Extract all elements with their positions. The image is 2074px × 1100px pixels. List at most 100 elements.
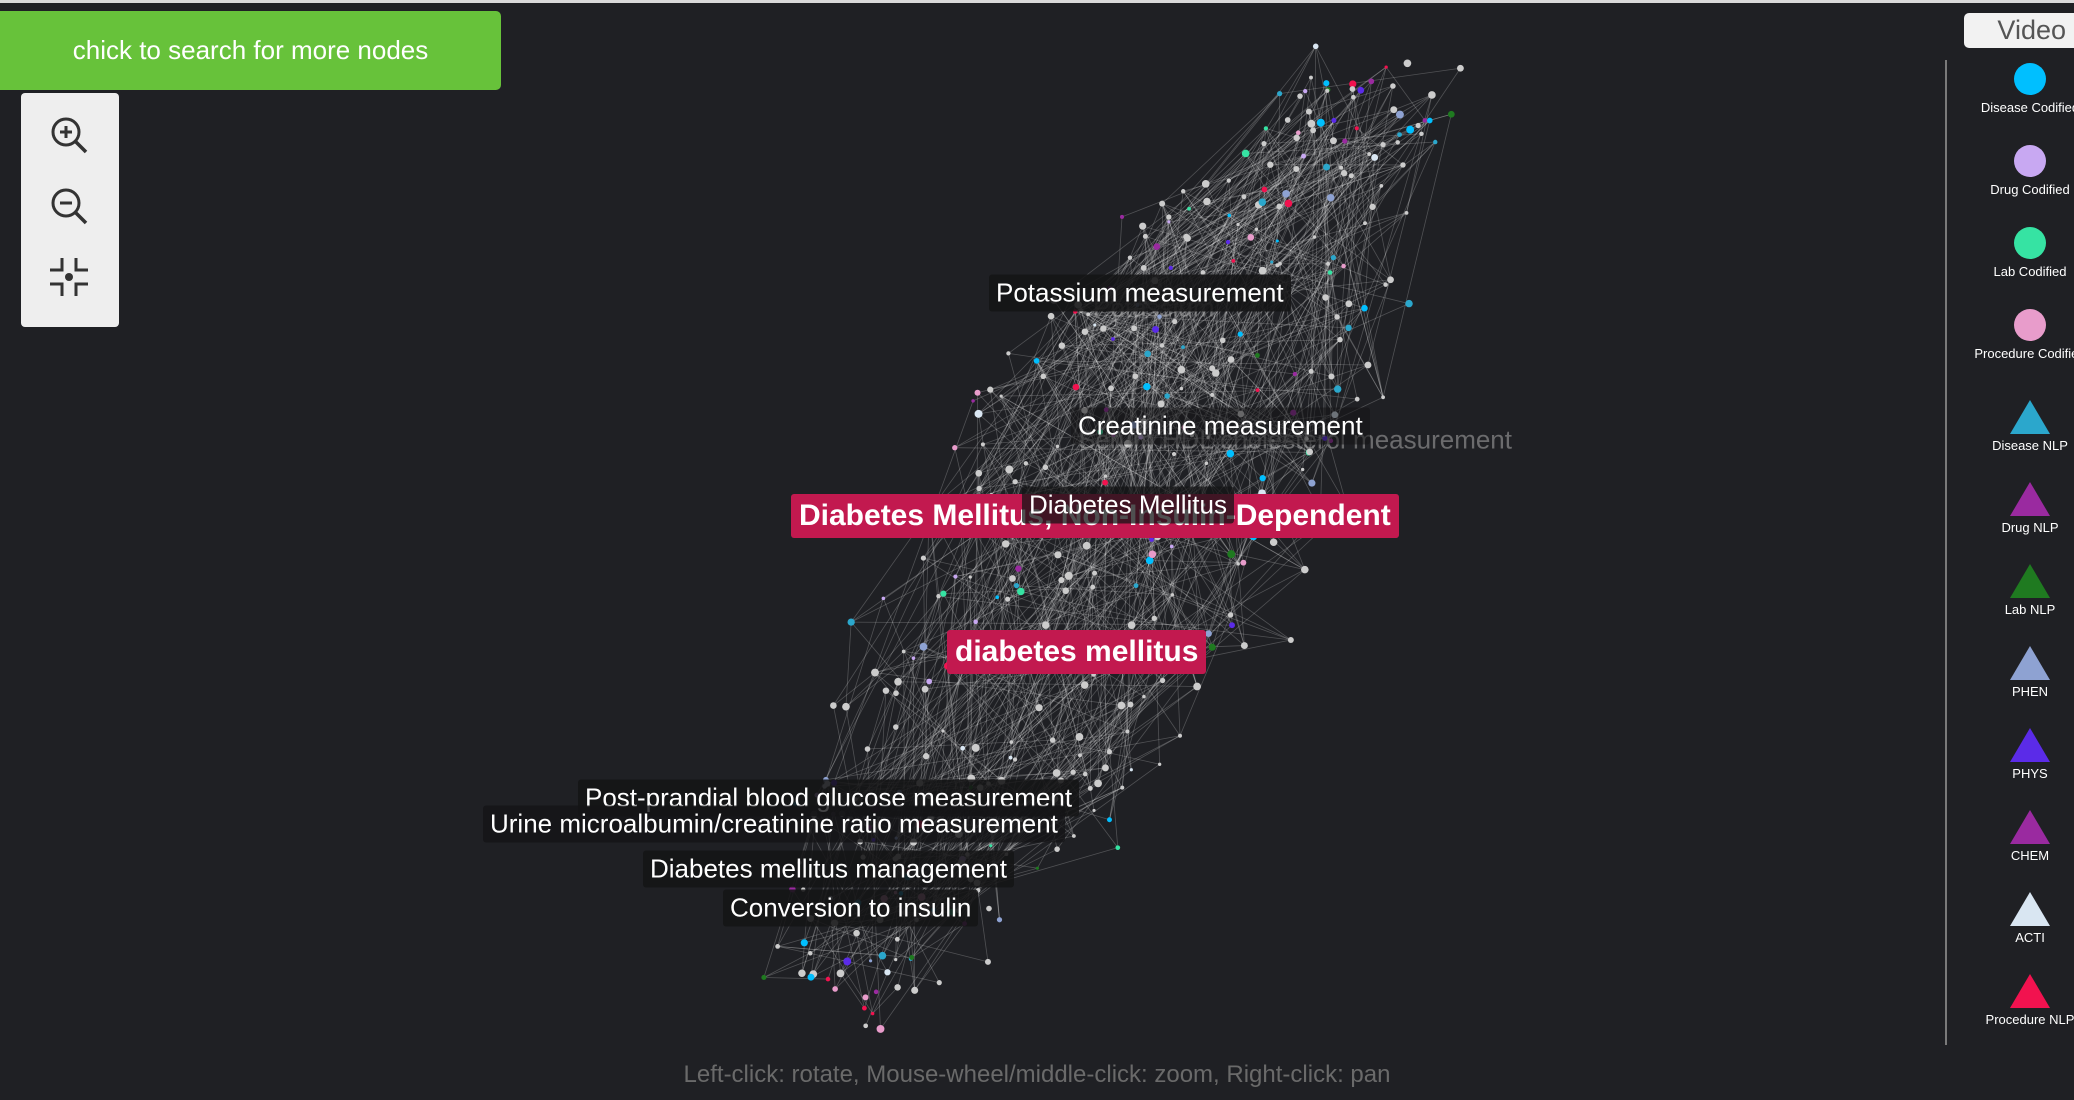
node[interactable]: [1152, 325, 1160, 333]
video-button[interactable]: Video: [1964, 13, 2074, 48]
node[interactable]: [1144, 350, 1151, 358]
node[interactable]: [1419, 131, 1424, 137]
node[interactable]: [1071, 834, 1076, 838]
node[interactable]: [1181, 345, 1185, 350]
node[interactable]: [1406, 125, 1415, 134]
node[interactable]: [1300, 467, 1305, 472]
node[interactable]: [999, 394, 1003, 398]
node[interactable]: [894, 936, 900, 942]
legend-label[interactable]: Drug NLP: [2001, 520, 2059, 535]
node[interactable]: [1342, 138, 1348, 144]
legend-label[interactable]: Lab NLP: [2004, 602, 2056, 617]
node[interactable]: [1255, 352, 1260, 358]
node[interactable]: [1183, 234, 1191, 242]
node[interactable]: [1006, 351, 1011, 356]
node[interactable]: [1210, 392, 1215, 397]
legend-label[interactable]: Drug Codified: [1990, 182, 2070, 197]
node[interactable]: [1292, 371, 1297, 377]
node[interactable]: [973, 619, 978, 625]
node[interactable]: [987, 386, 994, 393]
node[interactable]: [1282, 189, 1290, 198]
node[interactable]: [862, 994, 869, 1001]
node[interactable]: [901, 649, 906, 654]
node[interactable]: [975, 469, 983, 477]
node[interactable]: [1133, 583, 1139, 589]
node[interactable]: [1100, 325, 1107, 332]
node[interactable]: [940, 590, 947, 597]
node[interactable]: [1231, 259, 1236, 263]
node[interactable]: [1081, 328, 1089, 335]
node[interactable]: [920, 555, 927, 561]
node[interactable]: [894, 958, 898, 962]
node[interactable]: [1159, 677, 1166, 684]
node[interactable]: [800, 939, 808, 947]
node[interactable]: [1301, 565, 1309, 574]
node[interactable]: [960, 745, 966, 751]
node[interactable]: [1400, 162, 1406, 168]
node[interactable]: [1297, 93, 1303, 99]
node[interactable]: [1012, 479, 1018, 485]
node[interactable]: [881, 596, 886, 601]
node[interactable]: [876, 1024, 885, 1033]
node[interactable]: [1363, 221, 1368, 226]
legend-label[interactable]: Disease Codified: [1980, 100, 2074, 115]
node[interactable]: [1381, 395, 1385, 400]
node[interactable]: [1287, 637, 1294, 643]
node[interactable]: [1328, 373, 1335, 380]
node[interactable]: [1064, 571, 1073, 580]
search-button[interactable]: chick to search for more nodes: [0, 11, 501, 90]
node[interactable]: [1167, 220, 1171, 224]
node[interactable]: [1193, 682, 1202, 691]
node[interactable]: [1240, 642, 1248, 650]
node[interactable]: [1433, 139, 1438, 145]
node[interactable]: [1339, 165, 1344, 170]
node[interactable]: [1457, 64, 1464, 72]
node[interactable]: [1108, 385, 1114, 392]
node-label[interactable]: Diabetes Mellitus: [1022, 486, 1234, 524]
node[interactable]: [1415, 122, 1421, 129]
node-label[interactable]: Potassium measurement: [989, 274, 1291, 312]
node[interactable]: [1361, 304, 1368, 312]
node[interactable]: [986, 905, 992, 912]
node[interactable]: [1142, 694, 1146, 699]
node[interactable]: [868, 959, 873, 963]
node[interactable]: [808, 951, 813, 956]
node[interactable]: [1157, 400, 1165, 408]
node[interactable]: [1380, 141, 1386, 148]
node[interactable]: [1054, 551, 1062, 559]
node[interactable]: [1170, 593, 1175, 597]
node[interactable]: [894, 677, 902, 686]
node[interactable]: [911, 656, 916, 660]
node[interactable]: [1259, 475, 1266, 482]
node[interactable]: [1055, 444, 1060, 449]
node[interactable]: [1237, 331, 1243, 337]
node[interactable]: [1072, 383, 1080, 391]
node[interactable]: [1390, 106, 1398, 114]
legend-label[interactable]: PHYS: [2012, 766, 2048, 781]
node[interactable]: [1369, 203, 1376, 210]
node[interactable]: [1172, 318, 1178, 325]
node[interactable]: [1009, 740, 1014, 744]
node-label[interactable]: Diabetes mellitus management: [643, 850, 1014, 888]
node[interactable]: [1159, 343, 1165, 348]
node[interactable]: [1383, 282, 1388, 287]
node[interactable]: [1316, 118, 1325, 127]
node[interactable]: [1236, 562, 1240, 566]
node[interactable]: [825, 976, 831, 982]
node[interactable]: [1208, 643, 1216, 651]
node[interactable]: [1117, 701, 1126, 710]
node[interactable]: [1255, 388, 1260, 393]
node[interactable]: [882, 687, 890, 694]
node[interactable]: [1013, 582, 1020, 589]
node[interactable]: [1308, 368, 1314, 374]
node[interactable]: [864, 746, 871, 752]
node[interactable]: [894, 984, 901, 991]
node[interactable]: [1345, 324, 1352, 332]
legend-label[interactable]: Procedure NLP: [1985, 1012, 2074, 1027]
node[interactable]: [1275, 239, 1279, 243]
node[interactable]: [870, 1011, 875, 1016]
node[interactable]: [1093, 323, 1097, 327]
node[interactable]: [1200, 270, 1206, 275]
node[interactable]: [941, 729, 945, 733]
